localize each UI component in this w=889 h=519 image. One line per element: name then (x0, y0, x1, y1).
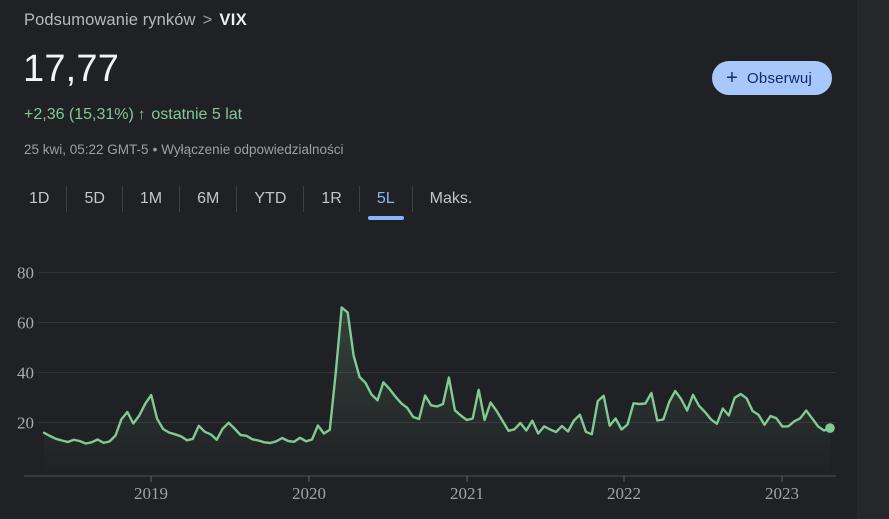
plus-icon: + (726, 67, 739, 89)
change-period-label: ostatnie 5 lat (151, 106, 243, 123)
tab-label: 5L (376, 190, 395, 207)
up-arrow-icon: ↑ (137, 106, 146, 123)
tab-label: Maks. (429, 190, 473, 207)
tab-label: 1D (29, 190, 50, 207)
x-axis-label: 2019 (134, 484, 168, 503)
tab-label: 5D (84, 190, 105, 207)
x-axis-label: 2023 (765, 484, 799, 503)
tab-5d[interactable]: 5D (67, 186, 123, 212)
range-tabs: 1D 5D 1M 6M YTD 1R 5L Maks. (24, 184, 490, 220)
x-axis-label: 2021 (450, 484, 484, 503)
breadcrumb-current-vix: VIX (219, 11, 248, 29)
x-axis-label: 2020 (292, 484, 326, 503)
tab-label: YTD (254, 190, 287, 207)
y-axis-label: 80 (17, 264, 34, 283)
breadcrumb-separator: > (202, 11, 213, 29)
tab-1r[interactable]: 1R (304, 186, 360, 212)
disclaimer-link[interactable]: Wyłączenie odpowiedzialności (161, 142, 344, 157)
chart-area-fill (44, 307, 830, 476)
meta-bullet: • (152, 142, 158, 157)
y-axis-label: 40 (17, 364, 34, 383)
quote-timestamp: 25 kwi, 05:22 GMT-5 (24, 142, 149, 157)
page-edge (857, 0, 889, 519)
tab-label: 1M (139, 190, 163, 207)
breadcrumb: Podsumowanie rynków > VIX (24, 11, 247, 30)
tab-label: 1R (321, 190, 342, 207)
tab-1d[interactable]: 1D (24, 186, 68, 212)
breadcrumb-link-markets[interactable]: Podsumowanie rynków (24, 11, 196, 29)
chart-endpoint-dot (825, 423, 835, 433)
change-amount: +2,36 (15,31%) (24, 106, 134, 123)
y-axis-label: 60 (17, 314, 34, 333)
price-value: 17,77 (23, 48, 120, 90)
tab-5l[interactable]: 5L (360, 186, 413, 220)
tab-maks[interactable]: Maks. (413, 186, 490, 212)
price-change: +2,36 (15,31%) ↑ ostatnie 5 lat (24, 106, 242, 124)
tab-6m[interactable]: 6M (180, 186, 238, 212)
selected-tab-underline (367, 216, 404, 220)
follow-button-label: Obserwuj (747, 69, 812, 87)
tab-label: 6M (197, 190, 220, 207)
x-axis-label: 2022 (607, 484, 641, 503)
tab-ytd[interactable]: YTD (237, 186, 305, 212)
y-axis-label: 20 (17, 414, 34, 433)
chart-line-series (42, 306, 832, 445)
tab-1m[interactable]: 1M (123, 186, 181, 212)
follow-button[interactable]: + Obserwuj (712, 61, 832, 95)
quote-meta: 25 kwi, 05:22 GMT-5 • Wyłączenie odpowiedz… (24, 142, 344, 157)
